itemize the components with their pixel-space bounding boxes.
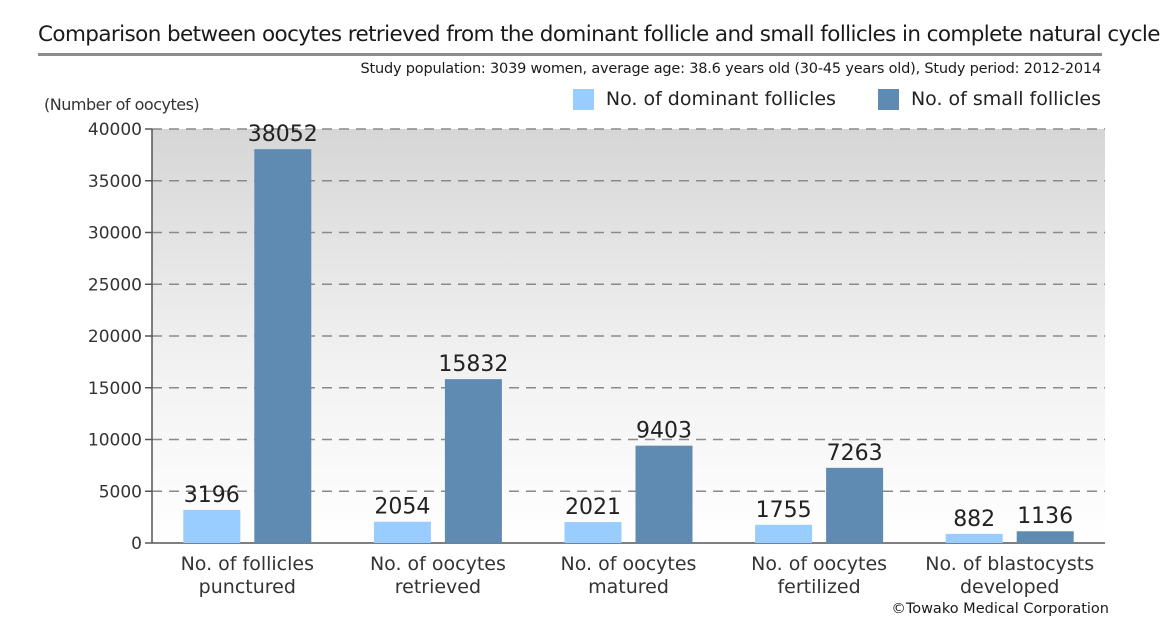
- data-label-small: 38052: [248, 122, 318, 147]
- x-category-label: No. of oocytes: [561, 553, 697, 575]
- x-category-label: No. of follicles: [181, 553, 314, 575]
- x-category-label: No. of blastocysts: [925, 553, 1094, 575]
- x-category-label: fertilized: [777, 576, 860, 598]
- y-tick-label: 25000: [88, 275, 142, 295]
- legend: No. of dominant follicles No. of small f…: [531, 88, 1101, 110]
- y-tick-label: 40000: [88, 120, 142, 140]
- legend-item-dominant: No. of dominant follicles: [572, 88, 836, 110]
- data-label-small: 1136: [1017, 504, 1073, 529]
- x-category-label: retrieved: [395, 576, 481, 598]
- y-tick-label: 20000: [88, 327, 142, 347]
- data-label-small: 9403: [636, 419, 692, 444]
- data-label-dominant: 2021: [565, 495, 621, 520]
- data-label-dominant: 1755: [756, 498, 812, 523]
- y-tick-label: 35000: [88, 172, 142, 192]
- bar-dominant: [183, 509, 241, 543]
- bar-dominant: [373, 521, 431, 543]
- y-axis-label: (Number of oocytes): [44, 95, 200, 114]
- title-underline: [38, 53, 1102, 56]
- data-label-small: 15832: [438, 352, 508, 377]
- x-category-label: matured: [588, 576, 669, 598]
- data-label-dominant: 882: [953, 507, 995, 532]
- y-tick-label: 5000: [99, 482, 142, 502]
- legend-label-dominant: No. of dominant follicles: [605, 88, 836, 110]
- y-tick-label: 0: [131, 534, 142, 554]
- x-category-label: No. of oocytes: [751, 553, 887, 575]
- y-tick-label: 30000: [88, 224, 142, 244]
- bar-dominant: [755, 524, 813, 543]
- legend-item-small: No. of small follicles: [877, 88, 1101, 110]
- bar-small: [1016, 531, 1074, 543]
- chart-title: Comparison between oocytes retrieved fro…: [38, 22, 1167, 47]
- bar-small: [826, 467, 884, 543]
- legend-swatch-dominant: [572, 88, 594, 110]
- data-label-dominant: 2054: [374, 495, 430, 520]
- copyright-text: ©Towako Medical Corporation: [891, 601, 1109, 617]
- data-label-dominant: 3196: [184, 483, 240, 508]
- y-tick-label: 15000: [88, 379, 142, 399]
- bar-small: [635, 445, 693, 543]
- x-category-label: punctured: [199, 576, 296, 598]
- bar-small: [444, 379, 502, 543]
- legend-swatch-small: [877, 88, 899, 110]
- x-category-label: No. of oocytes: [370, 553, 506, 575]
- bar-dominant: [945, 533, 1003, 543]
- legend-label-small: No. of small follicles: [910, 88, 1101, 110]
- bar-small: [254, 149, 312, 543]
- y-tick-label: 10000: [88, 431, 142, 451]
- data-label-small: 7263: [827, 441, 883, 466]
- bar-dominant: [564, 522, 622, 543]
- chart-subtitle: Study population: 3039 women, average ag…: [360, 61, 1102, 77]
- x-category-label: developed: [960, 576, 1059, 598]
